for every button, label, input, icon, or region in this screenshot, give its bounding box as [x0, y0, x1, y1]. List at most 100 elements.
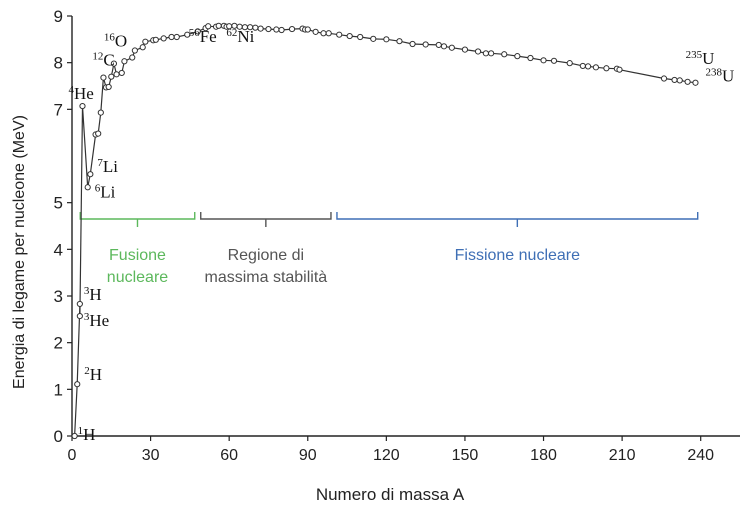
y-tick-label: 8: [54, 54, 63, 73]
isotope-label: 62Ni: [226, 27, 254, 46]
isotope-label: 3H: [84, 285, 102, 304]
data-point: [76, 300, 83, 308]
data-point: [660, 75, 668, 82]
data-point: [435, 41, 442, 49]
data-point: [336, 31, 343, 38]
y-tick-label: 3: [54, 287, 63, 306]
data-point: [278, 26, 285, 34]
y-tick-label: 2: [54, 334, 63, 353]
data-point: [100, 74, 107, 81]
data-point: [579, 62, 586, 70]
data-point: [566, 60, 573, 67]
data-point: [584, 63, 592, 70]
x-tick-label: 60: [220, 447, 238, 464]
data-point: [205, 23, 212, 30]
isotope-label: 3He: [84, 311, 109, 330]
data-point: [616, 66, 623, 73]
data-point: [671, 76, 678, 84]
data-point: [121, 58, 128, 65]
data-point: [325, 30, 332, 37]
data-point: [474, 48, 482, 55]
data-point: [131, 47, 138, 54]
data-point: [173, 33, 180, 41]
data-point: [168, 33, 175, 41]
x-tick-label: 0: [68, 447, 77, 464]
region-brackets: Fusione nucleare Regione di massima stabili…: [79, 212, 699, 286]
region-bracket: Fusione nucleare: [79, 212, 196, 286]
data-point: [113, 71, 120, 78]
isotope-label: 7Li: [97, 157, 118, 176]
data-point: [396, 38, 403, 45]
data-point: [142, 38, 149, 45]
isotope-label: 235U: [686, 49, 715, 68]
region-bracket: Fissione nucleare: [336, 212, 699, 264]
data-point: [409, 40, 416, 48]
data-point: [312, 28, 319, 35]
data-point: [488, 50, 495, 57]
x-tick-label: 120: [373, 447, 400, 464]
data-point: [215, 22, 222, 29]
data-point: [684, 78, 691, 85]
x-tick-label: 30: [142, 447, 160, 464]
isotope-label: 6Li: [95, 182, 116, 201]
data-point: [105, 83, 112, 91]
data-point: [108, 73, 115, 80]
data-point: [97, 109, 104, 116]
data-point: [346, 32, 353, 40]
isotope-label: 4He: [68, 84, 93, 103]
data-point: [118, 69, 125, 77]
isotope-label: 1H: [78, 425, 96, 444]
data-point: [676, 77, 683, 84]
data-point: [501, 51, 508, 58]
region-label: nucleare: [107, 269, 168, 286]
data-point: [76, 312, 83, 320]
data-point: [461, 46, 469, 53]
x-tick-label: 180: [530, 447, 557, 464]
region-label: Fusione: [109, 247, 166, 264]
data-point: [692, 79, 699, 86]
binding-energy-line: [74, 25, 696, 437]
isotope-label: 2H: [84, 365, 102, 384]
y-tick-label: 5: [54, 194, 63, 213]
x-axis-label: Numero di massa A: [316, 485, 465, 504]
isotope-label: 12C: [92, 51, 114, 70]
bracket-shape: [336, 212, 699, 227]
data-point: [482, 50, 489, 57]
y-axis-label: Energia di legame per nucleone (MeV): [11, 115, 28, 389]
data-point: [257, 25, 264, 32]
isotope-label: 56Fe: [189, 27, 217, 46]
data-point: [550, 57, 558, 64]
data-point: [194, 28, 201, 35]
region-label: massima stabilità: [204, 269, 327, 286]
data-point: [87, 171, 94, 178]
region-bracket: Regione di massima stabilità: [200, 212, 332, 286]
bracket-shape: [200, 212, 332, 227]
data-point: [592, 64, 600, 71]
data-point: [71, 432, 78, 440]
data-point: [422, 41, 429, 48]
x-tick-label: 210: [609, 447, 636, 464]
data-point: [273, 26, 280, 33]
data-point: [79, 102, 86, 110]
data-points: [71, 22, 699, 440]
data-point: [74, 381, 81, 388]
data-point: [383, 36, 390, 43]
data-point: [540, 57, 547, 64]
y-tick-label: 9: [54, 7, 63, 26]
isotope-label: 16O: [104, 32, 127, 51]
data-point: [370, 35, 377, 42]
y-tick-label: 0: [54, 427, 63, 446]
data-point: [357, 33, 364, 41]
data-point: [129, 54, 136, 61]
data-point: [448, 44, 455, 51]
x-tick-label: 240: [687, 447, 714, 464]
y-tick-label: 7: [54, 100, 63, 119]
data-point: [95, 130, 102, 137]
data-point: [440, 43, 448, 50]
data-point: [184, 31, 191, 38]
y-tick-label: 1: [54, 380, 63, 399]
data-point: [139, 44, 146, 51]
y-tick-label: 4: [54, 240, 63, 259]
